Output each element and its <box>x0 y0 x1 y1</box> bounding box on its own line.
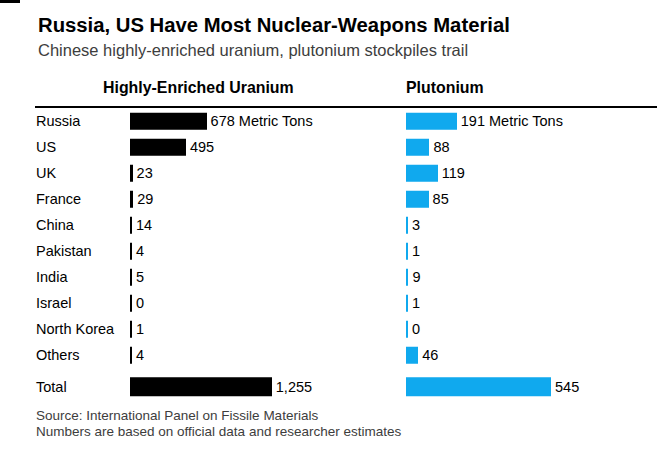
heu-value: 1 <box>136 321 144 337</box>
row-label: Others <box>36 347 80 363</box>
pu-bar <box>406 139 429 156</box>
row-label: UK <box>36 165 56 181</box>
pu-value: 1 <box>412 295 420 311</box>
chart-row-russia: Russia 678 Metric Tons 191 Metric Tons <box>0 108 670 134</box>
heu-value: 23 <box>137 165 153 181</box>
pu-value: 3 <box>412 217 420 233</box>
row-label: Pakistan <box>36 243 92 259</box>
heu-value: 14 <box>136 217 152 233</box>
chart-row-israel: Israel 0 1 <box>0 290 670 316</box>
pu-bar <box>406 377 551 397</box>
pu-value: 1 <box>412 243 420 259</box>
pu-bar <box>406 113 457 130</box>
pu-value: 119 <box>442 165 465 181</box>
heu-value: 495 <box>190 139 214 155</box>
pu-bar <box>406 269 408 286</box>
chart-row-china: China 14 3 <box>0 212 670 238</box>
pu-bar <box>406 217 408 234</box>
pu-value: 545 <box>555 379 579 395</box>
pu-value: 46 <box>422 347 438 363</box>
row-label: China <box>36 217 74 233</box>
heu-value: 1,255 <box>276 379 312 395</box>
pu-value: 9 <box>412 269 420 285</box>
pu-bar <box>406 243 408 260</box>
row-label: Total <box>36 379 67 395</box>
pu-value: 191 Metric Tons <box>461 113 563 129</box>
row-label: India <box>36 269 67 285</box>
heu-value: 678 Metric Tons <box>211 113 313 129</box>
chart-row-us: US 495 88 <box>0 134 670 160</box>
heu-bar <box>130 243 132 260</box>
heu-bar <box>130 269 132 286</box>
chart-page: Russia, US Have Most Nuclear-Weapons Mat… <box>0 0 670 459</box>
heu-value: 4 <box>136 347 144 363</box>
heu-bar <box>130 347 132 364</box>
heu-value: 29 <box>137 191 153 207</box>
row-label: Israel <box>36 295 71 311</box>
heu-bar <box>130 113 207 130</box>
row-label: US <box>36 139 56 155</box>
chart-rows: Russia678 Metric Tons191 Metric TonsUS49… <box>0 108 670 400</box>
chart-title: Russia, US Have Most Nuclear-Weapons Mat… <box>38 14 510 37</box>
heu-bar <box>130 165 133 182</box>
pu-bar <box>406 191 429 208</box>
column-header-pu: Plutonium <box>406 79 484 97</box>
heu-bar <box>130 377 272 397</box>
pu-bar <box>406 321 408 338</box>
pu-value: 0 <box>412 321 420 337</box>
heu-bar <box>130 217 132 234</box>
row-label: France <box>36 191 81 207</box>
chart-row-pakistan: Pakistan 4 1 <box>0 238 670 264</box>
top-accent-mark <box>0 0 20 3</box>
pu-bar <box>406 165 438 182</box>
heu-bar <box>130 139 186 156</box>
source-line-1: Source: International Panel on Fissile M… <box>36 408 401 424</box>
heu-bar <box>130 321 132 338</box>
row-label: Russia <box>36 113 80 129</box>
chart-row-france: France 29 85 <box>0 186 670 212</box>
pu-value: 88 <box>433 139 449 155</box>
chart-row-total: Total 1,255 545 <box>0 374 670 400</box>
chart-row-india: India 5 9 <box>0 264 670 290</box>
chart-row-north-korea: North Korea 1 0 <box>0 316 670 342</box>
chart-subtitle: Chinese highly-enriched uranium, plutoni… <box>38 41 468 60</box>
column-header-heu: Highly-Enriched Uranium <box>103 79 294 97</box>
chart-row-uk: UK 23 119 <box>0 160 670 186</box>
row-label: North Korea <box>36 321 114 337</box>
heu-value: 4 <box>136 243 144 259</box>
chart-row-others: Others 4 46 <box>0 342 670 368</box>
heu-value: 0 <box>136 295 144 311</box>
source-note: Source: International Panel on Fissile M… <box>36 408 401 440</box>
pu-bar <box>406 347 418 364</box>
source-line-2: Numbers are based on official data and r… <box>36 424 401 440</box>
heu-bar <box>130 191 133 208</box>
pu-bar <box>406 295 408 312</box>
heu-bar <box>130 295 132 312</box>
pu-value: 85 <box>433 191 449 207</box>
heu-value: 5 <box>136 269 144 285</box>
